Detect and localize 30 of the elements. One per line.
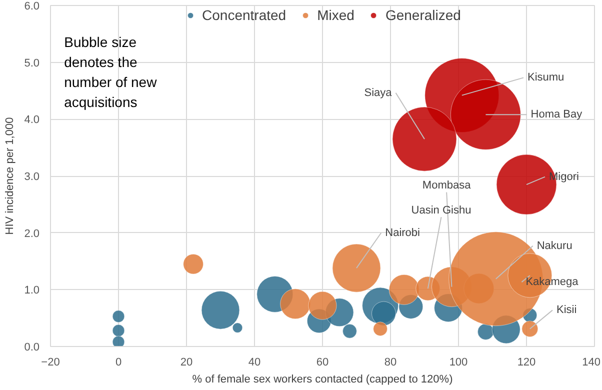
x-tick-label: 80 [384,356,397,368]
y-tick-label: 6.0 [24,0,40,12]
y-tick-label: 3.0 [24,171,40,183]
y-tick-label: 5.0 [24,57,40,70]
y-tick-label: 2.0 [24,228,40,240]
y-tick-label: 1.0 [24,284,40,297]
annotation: Homa Bay [530,108,583,121]
annotation: Nakuru [536,240,572,252]
x-axis-title: % of female sex workers contacted (capped to 120%) [192,374,453,386]
x-tick-label: −20 [41,356,60,368]
x-tick-label: 60 [316,356,329,368]
annotation: Kisumu [527,72,564,84]
x-tick-label: 0 [115,356,122,368]
x-tick-label: 120 [517,356,536,368]
annotation: Bubble size denotes the number of new acquisitions [64,34,158,110]
annotation: Mombasa [422,180,472,192]
annotation: Siaya [364,86,393,99]
x-tick-label: 20 [180,356,193,368]
annotation: Nairobi [385,226,420,239]
annotation: Kisii [556,304,577,316]
legend-label: Mixed [317,7,354,23]
y-tick-label: 0.0 [24,342,40,354]
annotation: Uasin Gishu [411,204,472,216]
x-tick-label: 140 [582,356,601,368]
y-axis-title: HIV incidence per 1,000 [4,117,16,235]
legend-label: Concentrated [202,7,286,23]
legend-label: Generalized [385,7,461,23]
x-tick-label: 40 [248,356,261,368]
y-tick-label: 4.0 [24,114,40,126]
x-tick-label: 100 [449,356,468,368]
